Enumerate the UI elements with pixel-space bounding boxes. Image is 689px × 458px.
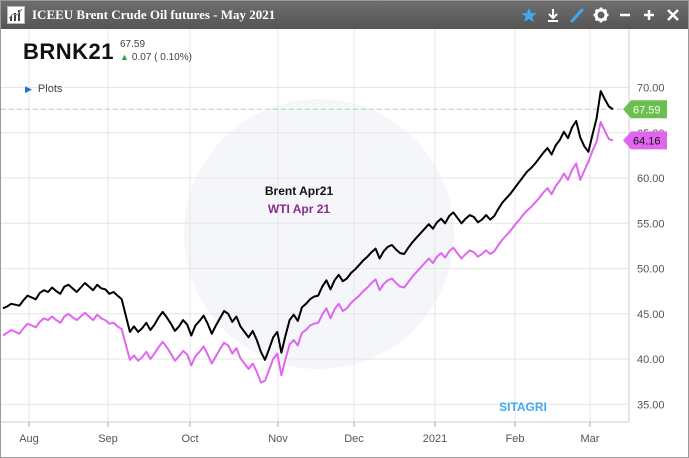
x-axis-ticks: Aug Sep Oct Nov Dec 2021 Feb Mar xyxy=(19,422,600,445)
y-tick-label: 70.00 xyxy=(637,83,665,95)
x-tick-label: Feb xyxy=(506,433,525,445)
x-tick-label: Mar xyxy=(581,433,600,445)
chart-app-icon xyxy=(7,6,25,24)
y-tick-label: 50.00 xyxy=(637,264,665,276)
watermark: SITAGRI xyxy=(499,400,547,414)
close-icon[interactable] xyxy=(663,5,683,25)
series-line xyxy=(2,90,614,361)
symbol-label: BRNK21 xyxy=(23,39,115,64)
value-marker xyxy=(623,131,667,150)
pen-icon[interactable] xyxy=(567,5,587,25)
up-arrow-icon: ▲ xyxy=(120,52,129,62)
y-tick-label: 40.00 xyxy=(637,354,665,366)
last-value-markers: 67.59 64.16 xyxy=(623,100,667,150)
title-bar: ICEEU Brent Crude Oil futures - May 2021 xyxy=(1,1,688,29)
x-tick-label: Sep xyxy=(98,433,118,445)
plots-toggle[interactable]: ▶ Plots xyxy=(25,83,62,95)
legend-wti: WTI Apr 21 xyxy=(268,202,331,216)
minimize-icon[interactable] xyxy=(615,5,635,25)
value-marker xyxy=(623,100,667,119)
x-tick-label: Nov xyxy=(268,433,288,445)
plots-label: Plots xyxy=(37,83,63,95)
star-icon[interactable] xyxy=(519,5,539,25)
y-tick-label: 45.00 xyxy=(637,309,665,321)
series-line xyxy=(2,120,614,384)
y-tick-label: 60.00 xyxy=(637,173,665,185)
download-icon[interactable] xyxy=(543,5,563,25)
price-change: ▲ 0.07 ( 0.10%) xyxy=(120,52,192,63)
last-price: 67.59 xyxy=(120,39,146,50)
price-change-value: 0.07 ( 0.10%) xyxy=(131,52,192,63)
legend-brent: Brent Apr21 xyxy=(265,184,334,198)
window-title: ICEEU Brent Crude Oil futures - May 2021 xyxy=(32,7,276,22)
x-tick-label: 2021 xyxy=(423,433,447,445)
add-icon[interactable] xyxy=(639,5,659,25)
y-tick-label: 55.00 xyxy=(637,218,665,230)
value-marker-label: 64.16 xyxy=(633,135,661,147)
value-marker-label: 67.59 xyxy=(633,104,661,116)
x-tick-label: Oct xyxy=(181,433,198,445)
price-chart[interactable]: 35.0040.0045.0050.0055.0060.0065.0070.00… xyxy=(1,29,688,457)
triangle-right-icon: ▶ xyxy=(25,84,32,94)
series-lines xyxy=(2,90,614,384)
background-logo xyxy=(184,99,454,369)
y-tick-label: 35.00 xyxy=(637,399,665,411)
x-tick-label: Dec xyxy=(344,433,364,445)
gear-icon[interactable] xyxy=(591,5,611,25)
x-tick-label: Aug xyxy=(19,433,39,445)
grid xyxy=(1,29,629,422)
